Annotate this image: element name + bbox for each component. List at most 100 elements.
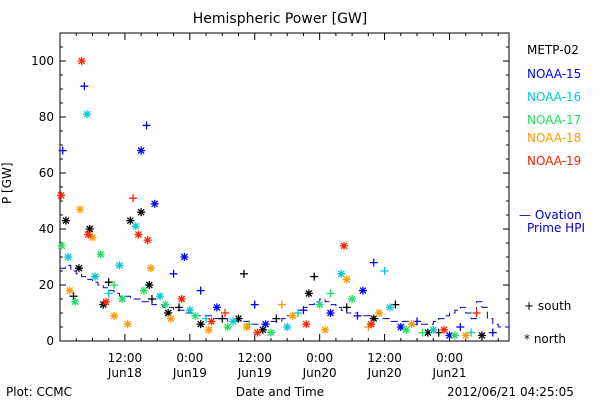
marker-north: [337, 269, 346, 278]
marker-north: [71, 297, 80, 306]
marker-north: [375, 309, 384, 317]
x-tick-label: 0:00: [176, 351, 203, 365]
marker-north: [74, 264, 83, 273]
marker-north: [101, 297, 110, 306]
marker-south: [175, 303, 184, 312]
legend-ovation-line1: — Ovation: [519, 208, 582, 222]
marker-north: [477, 331, 486, 340]
marker-north: [304, 289, 313, 298]
marker-south: [272, 314, 281, 323]
marker-north: [288, 311, 297, 320]
marker-north: [423, 328, 432, 337]
marker-north: [77, 57, 86, 65]
marker-north: [137, 146, 146, 155]
legend-entry: METP-02: [527, 43, 579, 57]
legend-entry: NOAA-17: [527, 113, 582, 127]
legend-entry: NOAA-18: [527, 131, 582, 145]
marker-north: [348, 295, 357, 303]
legend-ovation-line2: Prime HPI: [527, 221, 585, 235]
marker-south: [196, 286, 205, 295]
marker-north: [61, 216, 70, 225]
marker-north: [88, 233, 97, 242]
marker-north: [367, 320, 376, 329]
marker-south: [277, 300, 286, 309]
y-axis-label: P [GW]: [0, 162, 14, 204]
x-tick-label: 12:00: [367, 351, 402, 365]
footer-timestamp: 2012/06/21 04:25:05: [447, 385, 574, 399]
marker-north: [196, 320, 205, 329]
marker-south: [310, 272, 319, 281]
marker-south: [456, 323, 465, 331]
marker-south: [299, 306, 308, 315]
marker-north: [118, 295, 127, 303]
marker-north: [229, 317, 238, 326]
marker-north: [450, 331, 459, 340]
marker-north: [315, 300, 324, 309]
chart-title: Hemispheric Power [GW]: [192, 11, 368, 27]
marker-north: [84, 230, 93, 239]
marker-north: [134, 230, 143, 239]
marker-north: [131, 222, 140, 231]
marker-north: [156, 292, 165, 301]
x-tick-label: 0:00: [306, 351, 333, 365]
marker-north: [146, 264, 155, 273]
x-tick-label: 0:00: [436, 351, 463, 365]
marker-north: [461, 331, 470, 340]
marker-south: [239, 269, 248, 278]
marker-north: [212, 303, 221, 312]
marker-north: [145, 281, 154, 289]
marker-north: [223, 323, 232, 331]
x-tick-date-label: Jun21: [431, 366, 466, 380]
marker-north: [185, 306, 194, 315]
marker-south: [326, 289, 335, 298]
x-tick-date-label: Jun18: [107, 366, 142, 380]
marker-south: [488, 328, 497, 337]
marker-south: [129, 194, 138, 203]
marker-south: [418, 328, 427, 337]
marker-north: [321, 325, 330, 334]
marker-south: [80, 82, 89, 91]
marker-south: [104, 278, 113, 287]
marker-north: [57, 191, 66, 200]
legend-north: * north: [524, 332, 567, 346]
marker-north: [207, 317, 216, 326]
marker-north: [261, 320, 270, 329]
marker-north: [234, 314, 243, 323]
marker-north: [139, 286, 148, 295]
marker-south: [110, 281, 119, 289]
y-tick-label: 80: [39, 110, 54, 124]
marker-north: [64, 253, 73, 261]
x-tick-date-label: Jun20: [302, 366, 337, 380]
marker-north: [302, 320, 311, 329]
y-tick-label: 20: [39, 278, 54, 292]
marker-north: [65, 286, 74, 295]
marker-north: [177, 295, 186, 303]
x-tick-label: 12:00: [237, 351, 272, 365]
marker-north: [266, 328, 275, 337]
marker-north: [326, 309, 335, 317]
marker-north: [143, 236, 152, 245]
x-tick-date-label: Jun20: [367, 366, 402, 380]
legend-entry: NOAA-15: [527, 67, 582, 81]
marker-north: [137, 208, 146, 217]
y-tick-label: 60: [39, 166, 54, 180]
x-tick-date-label: Jun19: [172, 366, 207, 380]
marker-north: [57, 241, 66, 250]
plot-frame: [59, 32, 510, 342]
y-tick-label: 40: [39, 222, 54, 236]
marker-north: [150, 199, 159, 208]
marker-north: [85, 225, 94, 233]
marker-north: [123, 320, 132, 329]
marker-north: [83, 110, 92, 119]
marker-south: [69, 292, 78, 301]
marker-north: [429, 325, 438, 334]
marker-north: [283, 323, 292, 331]
marker-south: [218, 314, 227, 323]
legend-south: + south: [524, 299, 572, 313]
marker-north: [115, 261, 124, 270]
marker-south: [353, 311, 362, 320]
x-tick-date-label: Jun19: [237, 366, 272, 380]
y-tick-label: 100: [31, 54, 54, 68]
marker-north: [407, 320, 416, 329]
